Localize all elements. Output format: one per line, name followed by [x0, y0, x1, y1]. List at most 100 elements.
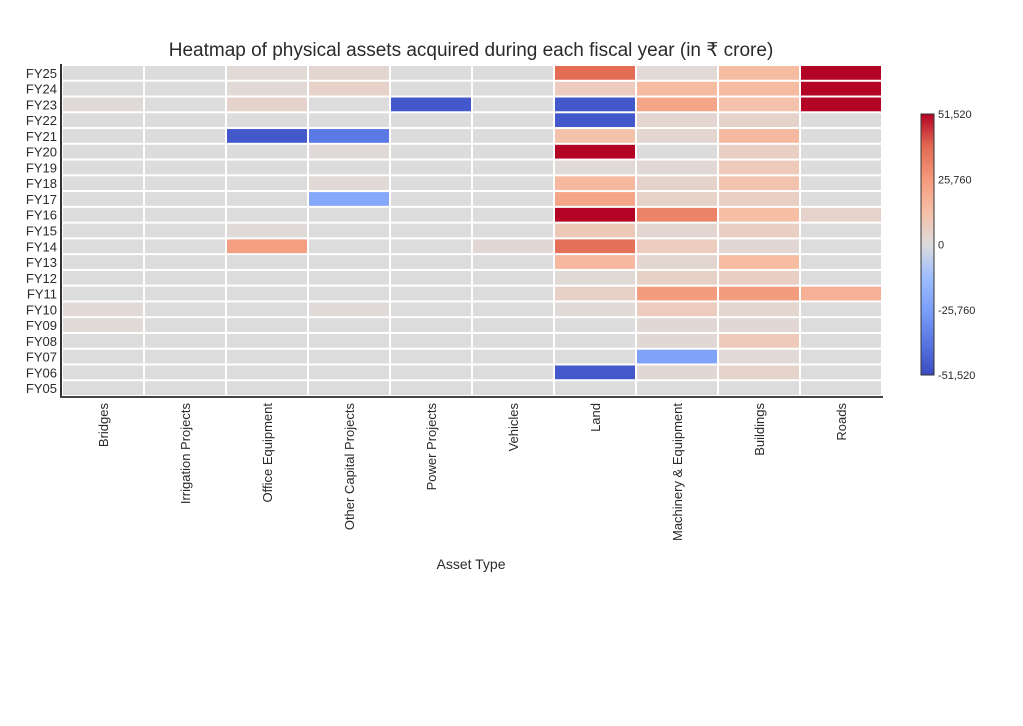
heatmap-cell [145, 144, 225, 159]
heatmap-cell [145, 239, 225, 254]
heatmap-cell [637, 113, 717, 128]
heatmap-cell [145, 349, 225, 364]
heatmap-cell [391, 333, 471, 348]
heatmap-cell [309, 381, 389, 395]
heatmap-cell [801, 223, 881, 238]
heatmap-cell [145, 223, 225, 238]
y-tick-label: FY23 [26, 97, 57, 112]
heatmap-cell [227, 239, 307, 254]
heatmap-cell [63, 113, 143, 128]
heatmap-cell [391, 255, 471, 269]
heatmap-cell [719, 66, 799, 80]
heatmap-cell [801, 302, 881, 317]
heatmap-cell [473, 223, 553, 238]
heatmap-cell [719, 270, 799, 285]
heatmap-cell [63, 192, 143, 206]
heatmap-cell [473, 333, 553, 348]
heatmap-cell [309, 207, 389, 222]
heatmap-cell [801, 255, 881, 269]
heatmap-cell [309, 192, 389, 206]
heatmap-cell [473, 192, 553, 206]
heatmap-cell [391, 176, 471, 191]
heatmap-cell [473, 270, 553, 285]
heatmap-cell [473, 286, 553, 301]
heatmap-cell [391, 286, 471, 301]
heatmap-cell [391, 160, 471, 175]
heatmap-cell [145, 160, 225, 175]
y-tick-label: FY15 [26, 224, 57, 239]
heatmap-cell [801, 176, 881, 191]
heatmap-cell [555, 381, 635, 395]
y-tick-label: FY11 [27, 287, 57, 302]
heatmap-cell [637, 66, 717, 80]
heatmap-cell [227, 97, 307, 112]
heatmap-cell [63, 66, 143, 80]
heatmap-cell [473, 144, 553, 159]
heatmap-cell [801, 129, 881, 143]
y-tick-label: FY10 [26, 302, 57, 317]
heatmap-cell [145, 113, 225, 128]
heatmap-cell [555, 176, 635, 191]
x-tick-label: Office Equipment [260, 403, 275, 503]
heatmap-cell [391, 97, 471, 112]
heatmap-cell [145, 207, 225, 222]
heatmap-cell [227, 302, 307, 317]
heatmap-cell [555, 192, 635, 206]
heatmap-cell [637, 223, 717, 238]
heatmap-cell [63, 176, 143, 191]
heatmap-cell [555, 113, 635, 128]
heatmap-cell [719, 302, 799, 317]
heatmap-cell [309, 255, 389, 269]
x-tick-label: Bridges [96, 403, 111, 448]
heatmap-cell [555, 286, 635, 301]
heatmap-cell [391, 349, 471, 364]
heatmap-cell [719, 192, 799, 206]
heatmap-cell [719, 129, 799, 143]
heatmap-cell [145, 81, 225, 96]
y-tick-label: FY12 [26, 271, 57, 286]
x-tick-label: Buildings [752, 403, 767, 456]
heatmap-cell [309, 144, 389, 159]
heatmap-cell [801, 207, 881, 222]
x-tick-label: Vehicles [506, 403, 521, 452]
heatmap-cell [63, 349, 143, 364]
heatmap-cell [719, 207, 799, 222]
heatmap-cell [391, 207, 471, 222]
heatmap-cell [637, 286, 717, 301]
heatmap-cell [227, 349, 307, 364]
heatmap-cell [801, 365, 881, 380]
heatmap-cell [473, 349, 553, 364]
heatmap-cell [63, 239, 143, 254]
heatmap-cell [309, 81, 389, 96]
heatmap-cell [801, 333, 881, 348]
heatmap-cell [391, 129, 471, 143]
heatmap-cell [227, 176, 307, 191]
y-tick-label: FY24 [26, 82, 57, 97]
heatmap-cell [227, 255, 307, 269]
heatmap-cell [473, 255, 553, 269]
heatmap-cell [63, 129, 143, 143]
heatmap-cell [63, 255, 143, 269]
heatmap-cell [555, 318, 635, 332]
heatmap-cell [145, 255, 225, 269]
heatmap-cell [227, 66, 307, 80]
heatmap-cell [719, 318, 799, 332]
heatmap-cell [637, 129, 717, 143]
heatmap-cell [473, 160, 553, 175]
heatmap-cell [391, 81, 471, 96]
heatmap-cell [719, 223, 799, 238]
heatmap-cell [801, 381, 881, 395]
heatmap-cell [227, 160, 307, 175]
heatmap-cell [145, 129, 225, 143]
heatmap-cell [391, 66, 471, 80]
heatmap-cell [637, 333, 717, 348]
heatmap-cell [391, 113, 471, 128]
heatmap-cell [801, 144, 881, 159]
heatmap-cell [63, 302, 143, 317]
heatmap-cell [227, 129, 307, 143]
x-tick-label: Irrigation Projects [178, 403, 193, 505]
x-axis-label: Asset Type [436, 556, 505, 572]
heatmap-cell [63, 286, 143, 301]
heatmap-cell [309, 302, 389, 317]
heatmap-cell [555, 365, 635, 380]
